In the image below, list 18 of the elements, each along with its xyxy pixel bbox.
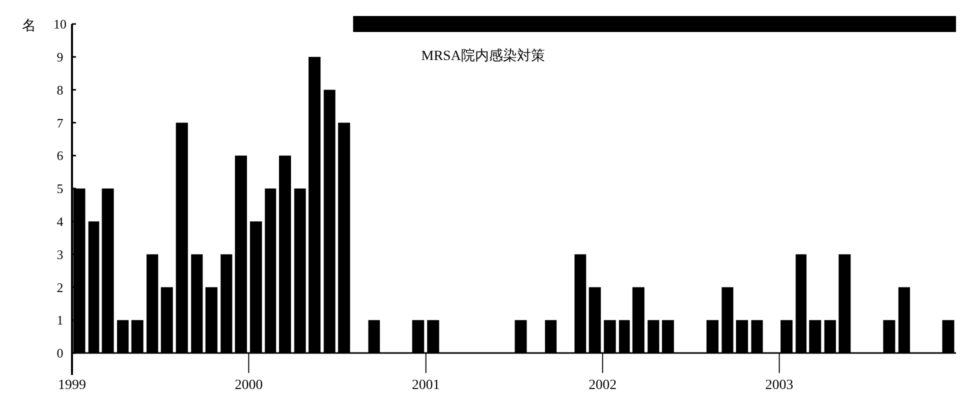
x-tick-label: 1999	[58, 378, 86, 393]
y-tick-label: 4	[56, 214, 64, 229]
x-tick-label: 2002	[588, 378, 617, 393]
x-tick-label: 2001	[412, 378, 440, 393]
y-tick-label: 3	[56, 246, 64, 262]
y-tick-label: 7	[56, 115, 64, 130]
x-tick-label: 2003	[765, 378, 794, 393]
y-tick-label: 9	[56, 49, 64, 64]
y-tick-label: 0	[56, 346, 64, 361]
y-tick-label: 1	[56, 312, 64, 328]
y-tick-label: 8	[56, 82, 64, 98]
y-tick-label: 5	[56, 181, 64, 196]
y-tick-label: 6	[56, 148, 64, 164]
y-tick-label: 10	[54, 16, 66, 32]
y-tick-label: 2	[56, 280, 64, 295]
x-tick-label: 2000	[234, 378, 263, 393]
y-axis-title: 名	[22, 18, 36, 34]
annotation: MRSA院内感染対策	[421, 48, 545, 64]
